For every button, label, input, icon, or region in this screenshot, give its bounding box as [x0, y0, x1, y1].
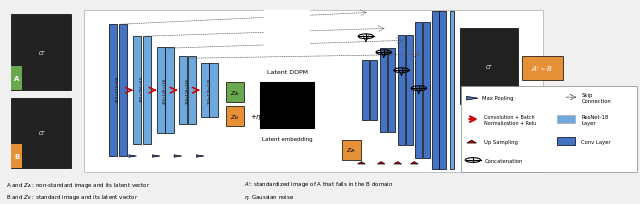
FancyBboxPatch shape: [406, 36, 413, 145]
Text: Concatenation: Concatenation: [484, 158, 523, 163]
FancyBboxPatch shape: [380, 49, 387, 132]
FancyBboxPatch shape: [133, 37, 141, 144]
Text: ResNet-18
Layer: ResNet-18 Layer: [581, 114, 609, 125]
Text: CT: CT: [486, 64, 492, 69]
Bar: [522, 57, 563, 81]
FancyBboxPatch shape: [415, 23, 422, 158]
Bar: [264, 11, 310, 49]
FancyBboxPatch shape: [370, 61, 377, 121]
Text: $A' \sim B$: $A' \sim B$: [531, 64, 554, 74]
Polygon shape: [467, 140, 476, 143]
Bar: [11, 67, 22, 91]
Bar: [226, 83, 244, 103]
Polygon shape: [358, 162, 365, 164]
Bar: [269, 11, 304, 39]
Bar: [260, 83, 314, 129]
Text: Skip
Connection: Skip Connection: [581, 92, 611, 103]
Polygon shape: [152, 155, 160, 157]
FancyBboxPatch shape: [398, 36, 405, 145]
FancyBboxPatch shape: [209, 64, 218, 118]
FancyBboxPatch shape: [423, 23, 430, 158]
Text: B: B: [14, 153, 19, 159]
FancyBboxPatch shape: [440, 12, 447, 169]
Text: 512×512×64: 512×512×64: [116, 76, 120, 102]
Text: 256×256×64: 256×256×64: [140, 76, 143, 102]
Text: Latent embedding: Latent embedding: [262, 136, 313, 141]
Polygon shape: [196, 155, 204, 157]
Polygon shape: [467, 97, 478, 100]
FancyBboxPatch shape: [450, 12, 454, 169]
Bar: [461, 87, 637, 172]
FancyBboxPatch shape: [388, 49, 395, 132]
Bar: [11, 99, 72, 168]
Bar: [84, 11, 543, 172]
Bar: [342, 140, 361, 160]
Polygon shape: [174, 155, 182, 157]
Text: 128×128×256: 128×128×256: [186, 78, 189, 104]
FancyBboxPatch shape: [432, 12, 439, 169]
Bar: [557, 137, 575, 145]
Text: Conv Layer: Conv Layer: [581, 139, 611, 144]
Text: Convolution + Batch
Normalization + Relu: Convolution + Batch Normalization + Relu: [484, 114, 537, 125]
Bar: [274, 11, 300, 29]
Text: A: A: [14, 76, 19, 82]
FancyBboxPatch shape: [157, 48, 165, 133]
Text: $A'$: standardized image of A that falls in the B domain: $A'$: standardized image of A that falls…: [244, 180, 393, 189]
Bar: [11, 144, 22, 168]
Bar: [557, 115, 575, 123]
FancyBboxPatch shape: [166, 48, 173, 133]
FancyBboxPatch shape: [119, 25, 127, 156]
FancyBboxPatch shape: [109, 25, 117, 156]
Text: $Z_{A'}$: $Z_{A'}$: [346, 146, 356, 155]
Text: CT: CT: [38, 51, 45, 55]
Polygon shape: [394, 162, 401, 164]
Text: $+\eta$: $+\eta$: [250, 112, 262, 122]
FancyBboxPatch shape: [179, 57, 187, 124]
Polygon shape: [410, 162, 418, 164]
Bar: [226, 107, 244, 126]
Text: $Z_B$: $Z_B$: [230, 112, 239, 121]
Text: $\eta$: Gaussian noise: $\eta$: Gaussian noise: [244, 192, 294, 201]
Text: 256×128×128: 256×128×128: [163, 78, 167, 104]
Text: A and $Z_A$ : non-standard image and its latent vector: A and $Z_A$ : non-standard image and its…: [6, 180, 151, 189]
FancyBboxPatch shape: [362, 61, 369, 121]
Text: 128×128×128: 128×128×128: [207, 78, 211, 104]
Bar: [11, 15, 72, 91]
FancyBboxPatch shape: [143, 37, 151, 144]
Text: Latent DDPM: Latent DDPM: [267, 69, 308, 74]
Bar: [460, 29, 518, 105]
Text: CT: CT: [38, 130, 45, 135]
Text: $Z_A$: $Z_A$: [230, 88, 239, 97]
Text: Up Sampling: Up Sampling: [484, 139, 518, 144]
Text: Max Pooling: Max Pooling: [483, 95, 514, 100]
FancyBboxPatch shape: [200, 64, 209, 118]
Text: B and $Z_B$ : standard image and its latent vector: B and $Z_B$ : standard image and its lat…: [6, 192, 139, 201]
Polygon shape: [129, 155, 136, 157]
Polygon shape: [378, 162, 385, 164]
FancyBboxPatch shape: [188, 57, 196, 124]
